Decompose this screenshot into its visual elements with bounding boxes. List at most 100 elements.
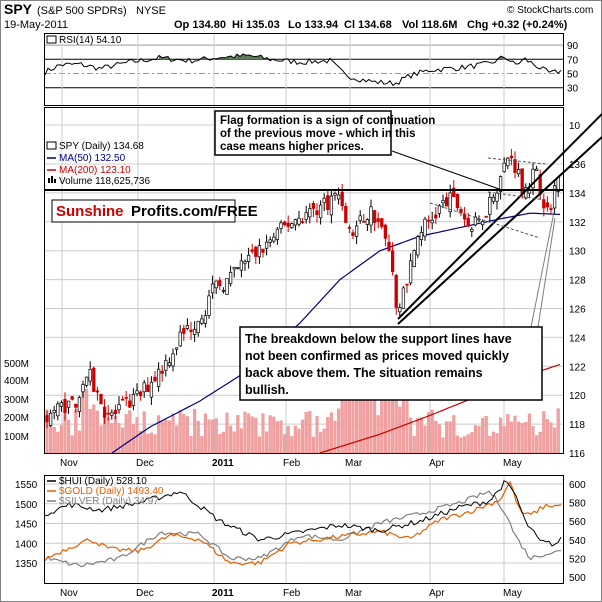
- candle-body: [232, 266, 236, 270]
- volume-bar: [106, 417, 110, 454]
- volume-bar: [283, 434, 287, 454]
- candle-body: [135, 390, 139, 395]
- volume-bar: [502, 426, 506, 454]
- candle-body: [59, 402, 64, 407]
- volume-bar: [59, 424, 63, 454]
- volume-bar: [373, 398, 377, 454]
- header-volume: Vol 118.6M: [402, 19, 457, 31]
- candle-body: [416, 236, 420, 256]
- candle-body: [196, 320, 200, 334]
- candle-body: [513, 159, 517, 173]
- volume-bar: [481, 418, 485, 454]
- candle-body: [369, 206, 373, 226]
- candle-body: [171, 353, 175, 367]
- candle-body: [70, 396, 74, 400]
- price-tick-label: 126: [569, 305, 586, 316]
- candle-body: [444, 197, 449, 207]
- month-label-top: Apr: [429, 458, 445, 469]
- volume-bar: [527, 413, 531, 454]
- candle-body: [142, 382, 146, 393]
- volume-bar: [448, 421, 452, 454]
- month-label-top: Dec: [136, 458, 154, 469]
- lower-right-tick-label: 540: [569, 536, 586, 547]
- volume-bar: [207, 419, 211, 454]
- candle-body: [358, 215, 362, 221]
- price-tick-label: 136: [569, 160, 586, 171]
- candle-body: [138, 391, 143, 396]
- watermark-box: [51, 199, 236, 223]
- candle-body: [45, 415, 49, 423]
- candle-body: [95, 390, 100, 393]
- candle-body: [336, 194, 341, 200]
- lower-right-tick-label: 560: [569, 517, 586, 528]
- candle-body: [110, 412, 114, 416]
- month-label-bottom: Nov: [60, 588, 78, 599]
- breakdown-pointer-1: [530, 211, 555, 328]
- volume-bar: [74, 409, 78, 454]
- candle-body: [149, 381, 154, 398]
- candle-body: [203, 315, 208, 324]
- volume-bar: [149, 432, 153, 454]
- candle-body: [455, 193, 460, 209]
- candle-body: [74, 403, 78, 408]
- candle-body: [268, 239, 272, 243]
- candle-body: [66, 400, 71, 408]
- lower-left-tick-label: 1550: [15, 480, 38, 491]
- candle-body: [329, 195, 334, 216]
- rsi-tick-label: 90: [567, 41, 579, 52]
- candle-body: [531, 168, 535, 189]
- volume-bar: [56, 431, 60, 454]
- hui-line: [45, 480, 562, 547]
- candle-body: [214, 280, 218, 289]
- volume-bar: [463, 436, 467, 454]
- volume-bar: [545, 419, 549, 454]
- candle-body: [347, 226, 352, 229]
- volume-bar: [221, 431, 225, 454]
- volume-bar: [322, 428, 326, 454]
- volume-bar: [257, 436, 261, 454]
- volume-bar: [85, 388, 89, 454]
- candle-body: [106, 412, 110, 415]
- header-low: Lo 133.94: [288, 19, 339, 31]
- candle-body: [272, 236, 276, 242]
- candle-body: [315, 210, 319, 216]
- candle-body: [243, 261, 247, 264]
- volume-bar: [329, 412, 333, 454]
- month-label-top: 2011: [212, 458, 234, 469]
- volume-bar: [182, 414, 186, 454]
- candle-body: [354, 225, 359, 237]
- candle-body: [491, 196, 496, 202]
- volume-bar: [218, 434, 222, 454]
- volume-bar: [531, 426, 535, 454]
- volume-bar: [445, 421, 449, 454]
- volume-bar: [232, 431, 236, 454]
- candle-body: [423, 218, 427, 237]
- legend-gold: $GOLD (Daily) 1493.40: [59, 486, 164, 497]
- volume-bar: [484, 416, 488, 454]
- month-label-bottom: 2011: [212, 588, 234, 599]
- volume-bar: [171, 413, 175, 454]
- volume-tick-label: 400M: [4, 376, 29, 387]
- month-label-bottom: Mar: [345, 588, 363, 599]
- candle-body: [401, 287, 406, 309]
- header-copyright: © StockCharts.com: [507, 5, 593, 16]
- candle-body: [124, 397, 128, 399]
- volume-bar: [556, 408, 560, 454]
- candle-body: [545, 202, 550, 208]
- volume-bar: [535, 435, 539, 454]
- candle-body: [480, 221, 485, 226]
- price-tick-label: 120: [569, 391, 586, 402]
- candle-body: [412, 250, 416, 267]
- breakdown-annotation-line-4: bullish.: [245, 383, 289, 397]
- candle-body: [297, 217, 301, 225]
- volume-bar: [319, 432, 323, 454]
- volume-bar: [275, 421, 279, 454]
- volume-bar: [427, 412, 431, 454]
- volume-tick-label: 200M: [4, 413, 29, 424]
- lower-right-tick-label: 520: [569, 554, 586, 565]
- volume-bar: [455, 435, 459, 454]
- volume-bar: [70, 435, 74, 454]
- candle-body: [318, 204, 323, 219]
